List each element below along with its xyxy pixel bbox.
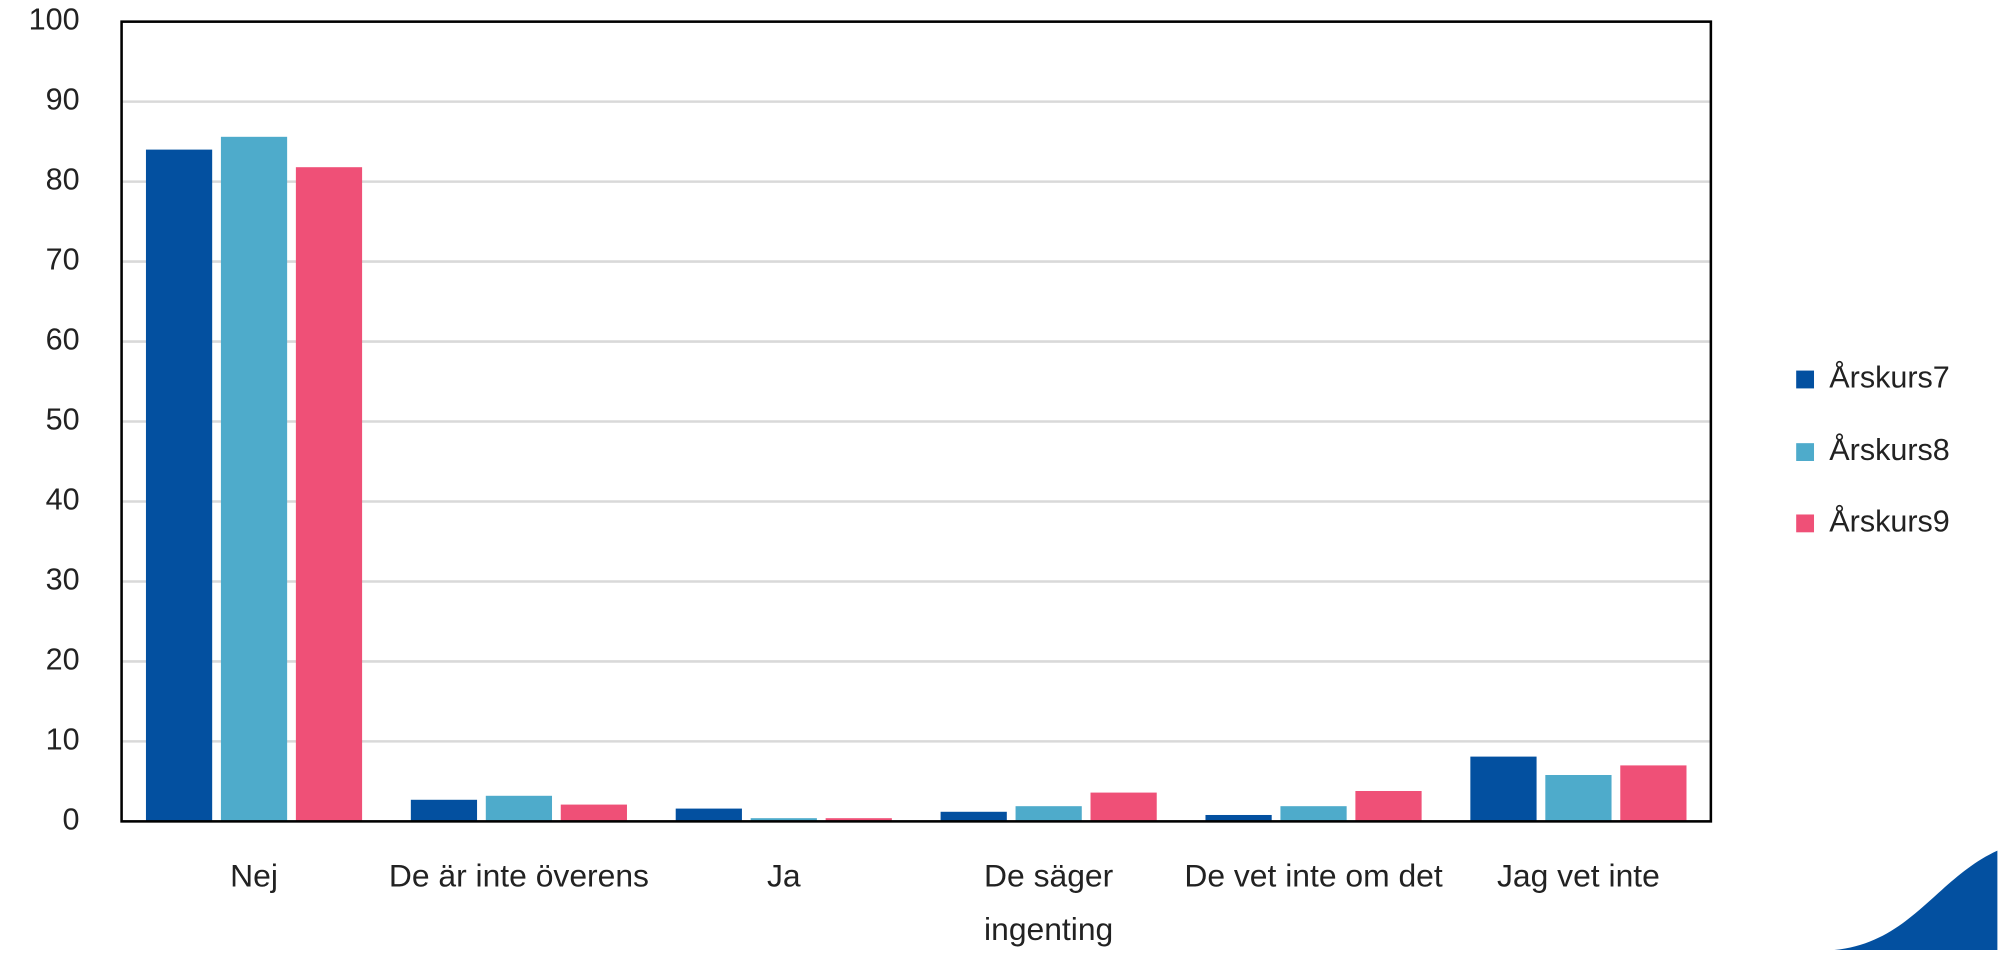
y-tick-label: 100 [29,3,80,37]
legend-label: Årskurs9 [1829,503,1950,538]
y-tick-label: 90 [46,83,80,117]
y-tick-label: 50 [46,403,80,437]
bar [221,137,287,822]
x-tick-label: De säger ingenting [916,849,1181,950]
x-tick-label: Ja [651,849,916,902]
chart: 0 10 20 30 40 50 60 70 80 90 100 NejDe är inte över… [0,0,1998,950]
y-tick-label: 20 [46,643,80,677]
legend-swatch [1796,514,1814,532]
bar [1545,775,1611,821]
x-tick-label: De vet inte om det [1181,849,1446,902]
y-tick-label: 30 [46,563,80,597]
x-tick-label-box: Ja [651,849,916,950]
bar [941,812,1007,822]
bar [411,800,477,822]
legend-label: Årskurs7 [1829,360,1950,395]
x-tick-label-box: De vet inte om det [1181,849,1446,950]
bar [1620,765,1686,821]
bar [1016,806,1082,821]
legend-label: Årskurs8 [1829,432,1950,467]
x-tick-label-box: Nej [122,849,387,950]
bar [676,809,742,822]
bar [1091,793,1157,822]
corner-decoration [1834,851,1997,950]
y-tick-label: 10 [46,722,80,756]
x-tick-label: Nej [122,849,387,902]
x-tick-label-box: De säger ingenting [916,849,1181,950]
y-tick-label: 0 [63,802,80,836]
x-tick-label-box: De är inte överens [386,849,651,950]
page: {"chart_data": {"type": "bar", "categori… [0,0,1998,955]
bar [1470,757,1536,822]
bar [146,150,212,822]
bar [1280,806,1346,821]
legend-swatch [1796,443,1814,461]
y-tick-label: 40 [46,483,80,517]
y-tick-label: 70 [46,243,80,277]
x-tick-label: Jag vet inte [1446,849,1711,902]
y-tick-label: 80 [46,163,80,197]
bar [561,805,627,822]
x-tick-label: De är inte överens [386,849,651,902]
bar [486,796,552,822]
legend-swatch [1796,371,1814,389]
bar [1355,791,1421,821]
y-tick-label: 60 [46,323,80,357]
x-tick-label-box: Jag vet inte [1446,849,1711,950]
bar [296,167,362,821]
